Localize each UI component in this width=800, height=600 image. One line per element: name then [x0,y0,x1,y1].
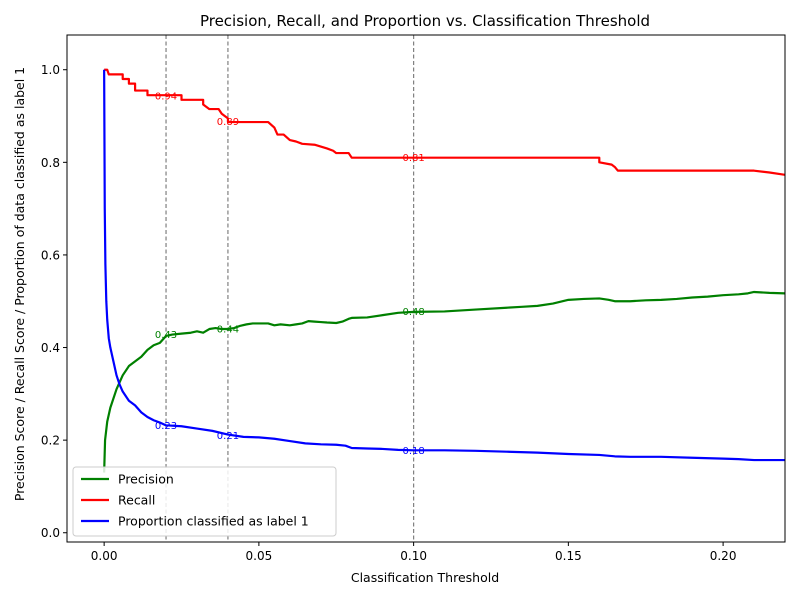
plot-area: 0.940.890.810.430.440.480.230.210.180.00… [41,34,786,563]
data-label: 0.94 [155,92,177,103]
legend: Precision Recall Proportion classified as … [72,466,337,537]
y-tick-label: 1.0 [41,63,60,77]
y-tick-label: 0.8 [41,156,60,170]
legend-label: Precision [118,472,174,487]
axes-frame [66,34,786,543]
legend-label: Recall [118,493,155,508]
y-tick-label: 0.4 [41,341,60,355]
series-line-recall [104,68,785,176]
data-label: 0.23 [155,421,177,432]
legend-box [72,466,337,537]
data-label: 0.44 [217,325,239,336]
chart-title: Precision, Recall, and Proportion vs. Cl… [200,12,650,30]
data-label: 0.43 [155,330,177,341]
x-axis-label: Classification Threshold [351,570,499,585]
data-label: 0.21 [217,431,239,442]
x-tick-label: 0.15 [555,549,582,563]
data-label: 0.48 [402,307,424,318]
y-tick-label: 0.0 [41,526,60,540]
y-axis-label: Precision Score / Recall Score / Proport… [12,67,27,501]
data-label: 0.18 [402,446,424,457]
data-label: 0.81 [402,153,424,164]
series-line-proportion-classified-as-label-1 [103,69,785,462]
data-label: 0.89 [217,117,239,128]
x-tick-label: 0.10 [400,549,427,563]
y-tick-label: 0.2 [41,434,60,448]
x-tick-label: 0.05 [246,549,273,563]
series-line-precision [103,290,785,473]
x-tick-label: 0.20 [710,549,737,563]
x-tick-label: 0.00 [91,549,118,563]
legend-label: Proportion classified as label 1 [118,514,309,529]
y-tick-label: 0.6 [41,248,60,262]
